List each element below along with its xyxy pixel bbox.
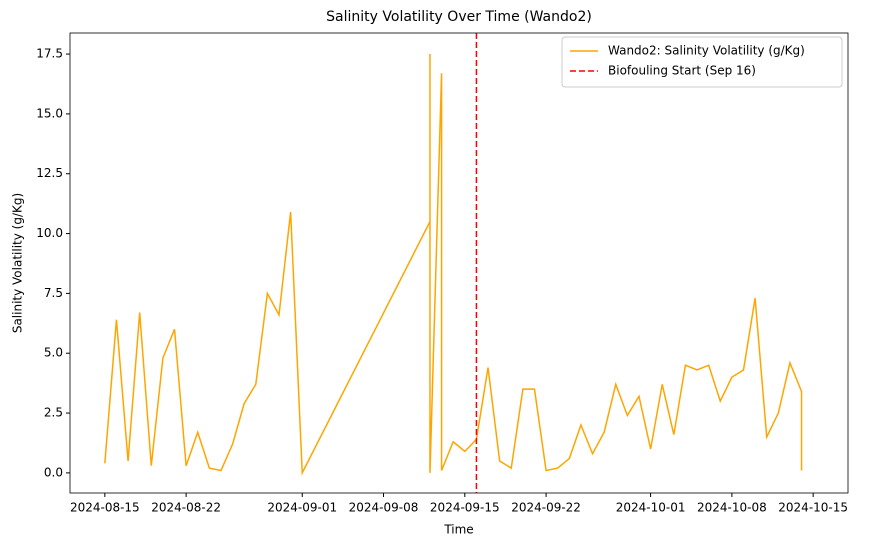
y-tick-label: 15.0 <box>36 106 63 120</box>
y-tick-label: 17.5 <box>36 47 63 61</box>
x-tick-label: 2024-09-01 <box>267 501 337 515</box>
y-tick-label: 10.0 <box>36 226 63 240</box>
x-tick-label: 2024-09-22 <box>511 501 581 515</box>
x-tick-label: 2024-08-22 <box>151 501 221 515</box>
legend-box <box>561 36 843 88</box>
y-tick-label: 0.0 <box>44 465 63 479</box>
y-tick-label: 12.5 <box>36 166 63 180</box>
plot-frame <box>69 32 849 494</box>
x-tick-label: 2024-10-15 <box>778 501 848 515</box>
y-tick-label: 2.5 <box>44 406 63 420</box>
y-tick-label: 7.5 <box>44 286 63 300</box>
x-tick-label: 2024-09-08 <box>349 501 419 515</box>
x-tick-label: 2024-08-15 <box>70 501 140 515</box>
y-axis-label: Salinity Volatility (g/Kg) <box>11 193 25 333</box>
chart-title: Salinity Volatility Over Time (Wando2) <box>326 9 592 25</box>
x-tick-label: 2024-10-08 <box>697 501 767 515</box>
legend-label: Biofouling Start (Sep 16) <box>608 64 756 78</box>
x-tick-label: 2024-10-01 <box>616 501 686 515</box>
data-line <box>104 54 803 476</box>
x-axis-label: Time <box>443 523 473 537</box>
legend-label: Wando2: Salinity Volatility (g/Kg) <box>608 44 805 58</box>
y-tick-label: 5.0 <box>44 346 63 360</box>
x-tick-label: 2024-09-15 <box>430 501 500 515</box>
